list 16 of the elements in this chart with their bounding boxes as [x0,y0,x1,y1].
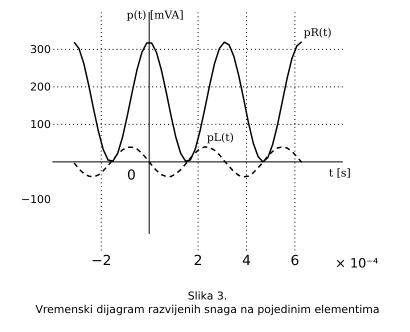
series-label: pR(t) [304,26,332,39]
text: Slika 3. [188,289,228,302]
text: Vremenski dijagram razvijenih snaga na pojedinim elementima [35,303,380,316]
x-tick-label: 4 [242,253,252,270]
x-tick-label: 2 [194,253,202,270]
series-label: pL(t) [206,130,234,144]
y-tick-label: −100 [21,192,51,206]
y-tick-label: 300 [30,42,51,56]
x-tick-label: 6 [290,253,300,270]
x-tick-label: −2 [91,253,112,270]
text: × 10⁻⁴ [335,256,378,272]
y-tick-label: 100 [30,118,51,131]
annotation: 0 [126,168,136,184]
y-axis-title: p(t) [mVA] [126,8,184,22]
x-axis-title: t [s] [328,166,351,180]
y-tick-label: 200 [30,80,51,94]
